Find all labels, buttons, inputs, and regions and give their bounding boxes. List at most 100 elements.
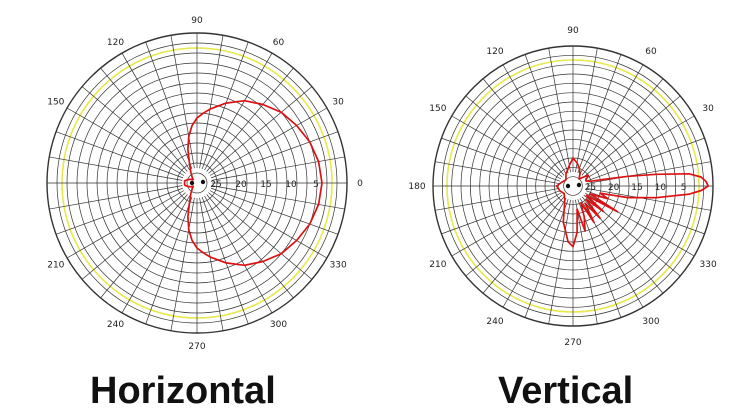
grid-spoke (524, 54, 569, 173)
angle-label: 330 (700, 260, 717, 270)
center-marker (576, 182, 582, 188)
grid-spoke (548, 199, 571, 324)
grid-spoke (121, 195, 190, 314)
angle-label: 300 (270, 320, 287, 330)
grid-spoke (170, 35, 195, 169)
grid-spoke (66, 107, 185, 176)
grid-spoke (208, 192, 313, 280)
grid-spoke (121, 52, 190, 171)
grid-spoke (575, 48, 598, 173)
angle-label: 270 (564, 338, 581, 348)
angle-label: 60 (645, 47, 657, 57)
grid-spoke (524, 199, 569, 318)
radial-label: 20 (608, 183, 620, 193)
radial-label: 20 (235, 180, 247, 190)
grid-spoke (586, 161, 711, 184)
angle-label: 120 (486, 47, 503, 57)
angle-label: 240 (107, 320, 124, 330)
angle-label: 90 (567, 26, 579, 36)
radial-label: 15 (631, 183, 642, 193)
grid-spoke (204, 195, 273, 314)
angle-label: 90 (191, 16, 203, 26)
grid-spoke (441, 137, 560, 182)
horizontal-polar-plot: 0306090120150180210240270300330252015105 (46, 16, 363, 352)
grid-spoke (575, 199, 598, 324)
grid-spoke (482, 78, 565, 176)
angle-label: 30 (702, 104, 714, 114)
grid-spoke (482, 196, 565, 294)
angle-label: 180 (408, 182, 425, 192)
grid-spoke (208, 86, 313, 174)
grid-spoke (583, 95, 681, 178)
center-marker (200, 179, 206, 185)
radial-label: 10 (285, 180, 297, 190)
grid-spoke (586, 188, 711, 211)
grid-spoke (465, 194, 563, 277)
angle-label: 60 (273, 38, 285, 48)
grid-spoke (451, 115, 562, 180)
grid-spoke (209, 107, 328, 176)
grid-spoke (435, 188, 560, 211)
grid-spoke (66, 190, 185, 259)
grid-ring (563, 176, 583, 196)
grid-spoke (145, 196, 193, 325)
vertical-caption: Vertical (498, 370, 634, 412)
grid-spoke (49, 185, 183, 210)
angle-label: 150 (47, 98, 64, 108)
radial-label: 25 (210, 180, 221, 190)
grid-spoke (145, 41, 193, 170)
radial-label: 5 (313, 180, 319, 190)
grid-spoke (586, 137, 705, 182)
grid-spoke (581, 78, 664, 176)
angle-label: 0 (357, 179, 363, 189)
grid-spoke (210, 187, 339, 235)
grid-spoke (81, 192, 186, 280)
angle-label: 300 (642, 317, 659, 327)
grid-spoke (209, 190, 328, 259)
grid-spoke (206, 67, 294, 172)
grid-spoke (441, 190, 560, 235)
grid-spoke (211, 185, 345, 210)
angle-label: 120 (107, 38, 124, 48)
radial-label: 25 (585, 183, 596, 193)
grid-spoke (210, 131, 339, 179)
grid-spoke (201, 41, 249, 170)
grid-spoke (100, 194, 188, 299)
angle-label: 210 (47, 261, 64, 271)
grid-spoke (201, 196, 249, 325)
grid-spoke (435, 161, 560, 184)
angle-label: 330 (330, 261, 347, 271)
grid-spoke (548, 48, 571, 173)
grid-spoke (211, 156, 345, 181)
grid-spoke (49, 156, 183, 181)
angle-label: 210 (429, 260, 446, 270)
pattern-line (555, 157, 710, 248)
horizontal-caption: Horizontal (90, 370, 276, 412)
radial-label: 15 (260, 180, 271, 190)
grid-spoke (170, 197, 195, 331)
grid-spoke (577, 54, 622, 173)
grid-ring (186, 172, 208, 194)
radial-label: 5 (681, 183, 687, 193)
grid-spoke (584, 115, 695, 180)
grid-spoke (502, 197, 567, 308)
grid-spoke (55, 187, 184, 235)
radial-label: 10 (655, 183, 667, 193)
grid-spoke (579, 64, 644, 175)
angle-label: 150 (429, 104, 446, 114)
center-marker (565, 183, 571, 189)
grid-spoke (204, 52, 273, 171)
grid-spoke (502, 64, 567, 175)
center-marker (189, 180, 195, 186)
grid-spoke (81, 86, 186, 174)
vertical-polar-plot: 30 60 90 120 150 180 210 240 270 300 330 25 20 15 10 5 (408, 26, 717, 348)
grid-spoke (465, 95, 563, 178)
angle-label: 240 (486, 317, 503, 327)
grid-spoke (100, 67, 188, 172)
grid-spoke (55, 131, 184, 179)
pattern-line (183, 99, 323, 267)
grid-spoke (206, 194, 294, 299)
grid-spoke (451, 192, 562, 257)
angle-label: 270 (188, 342, 205, 352)
grid-spoke (199, 35, 224, 169)
